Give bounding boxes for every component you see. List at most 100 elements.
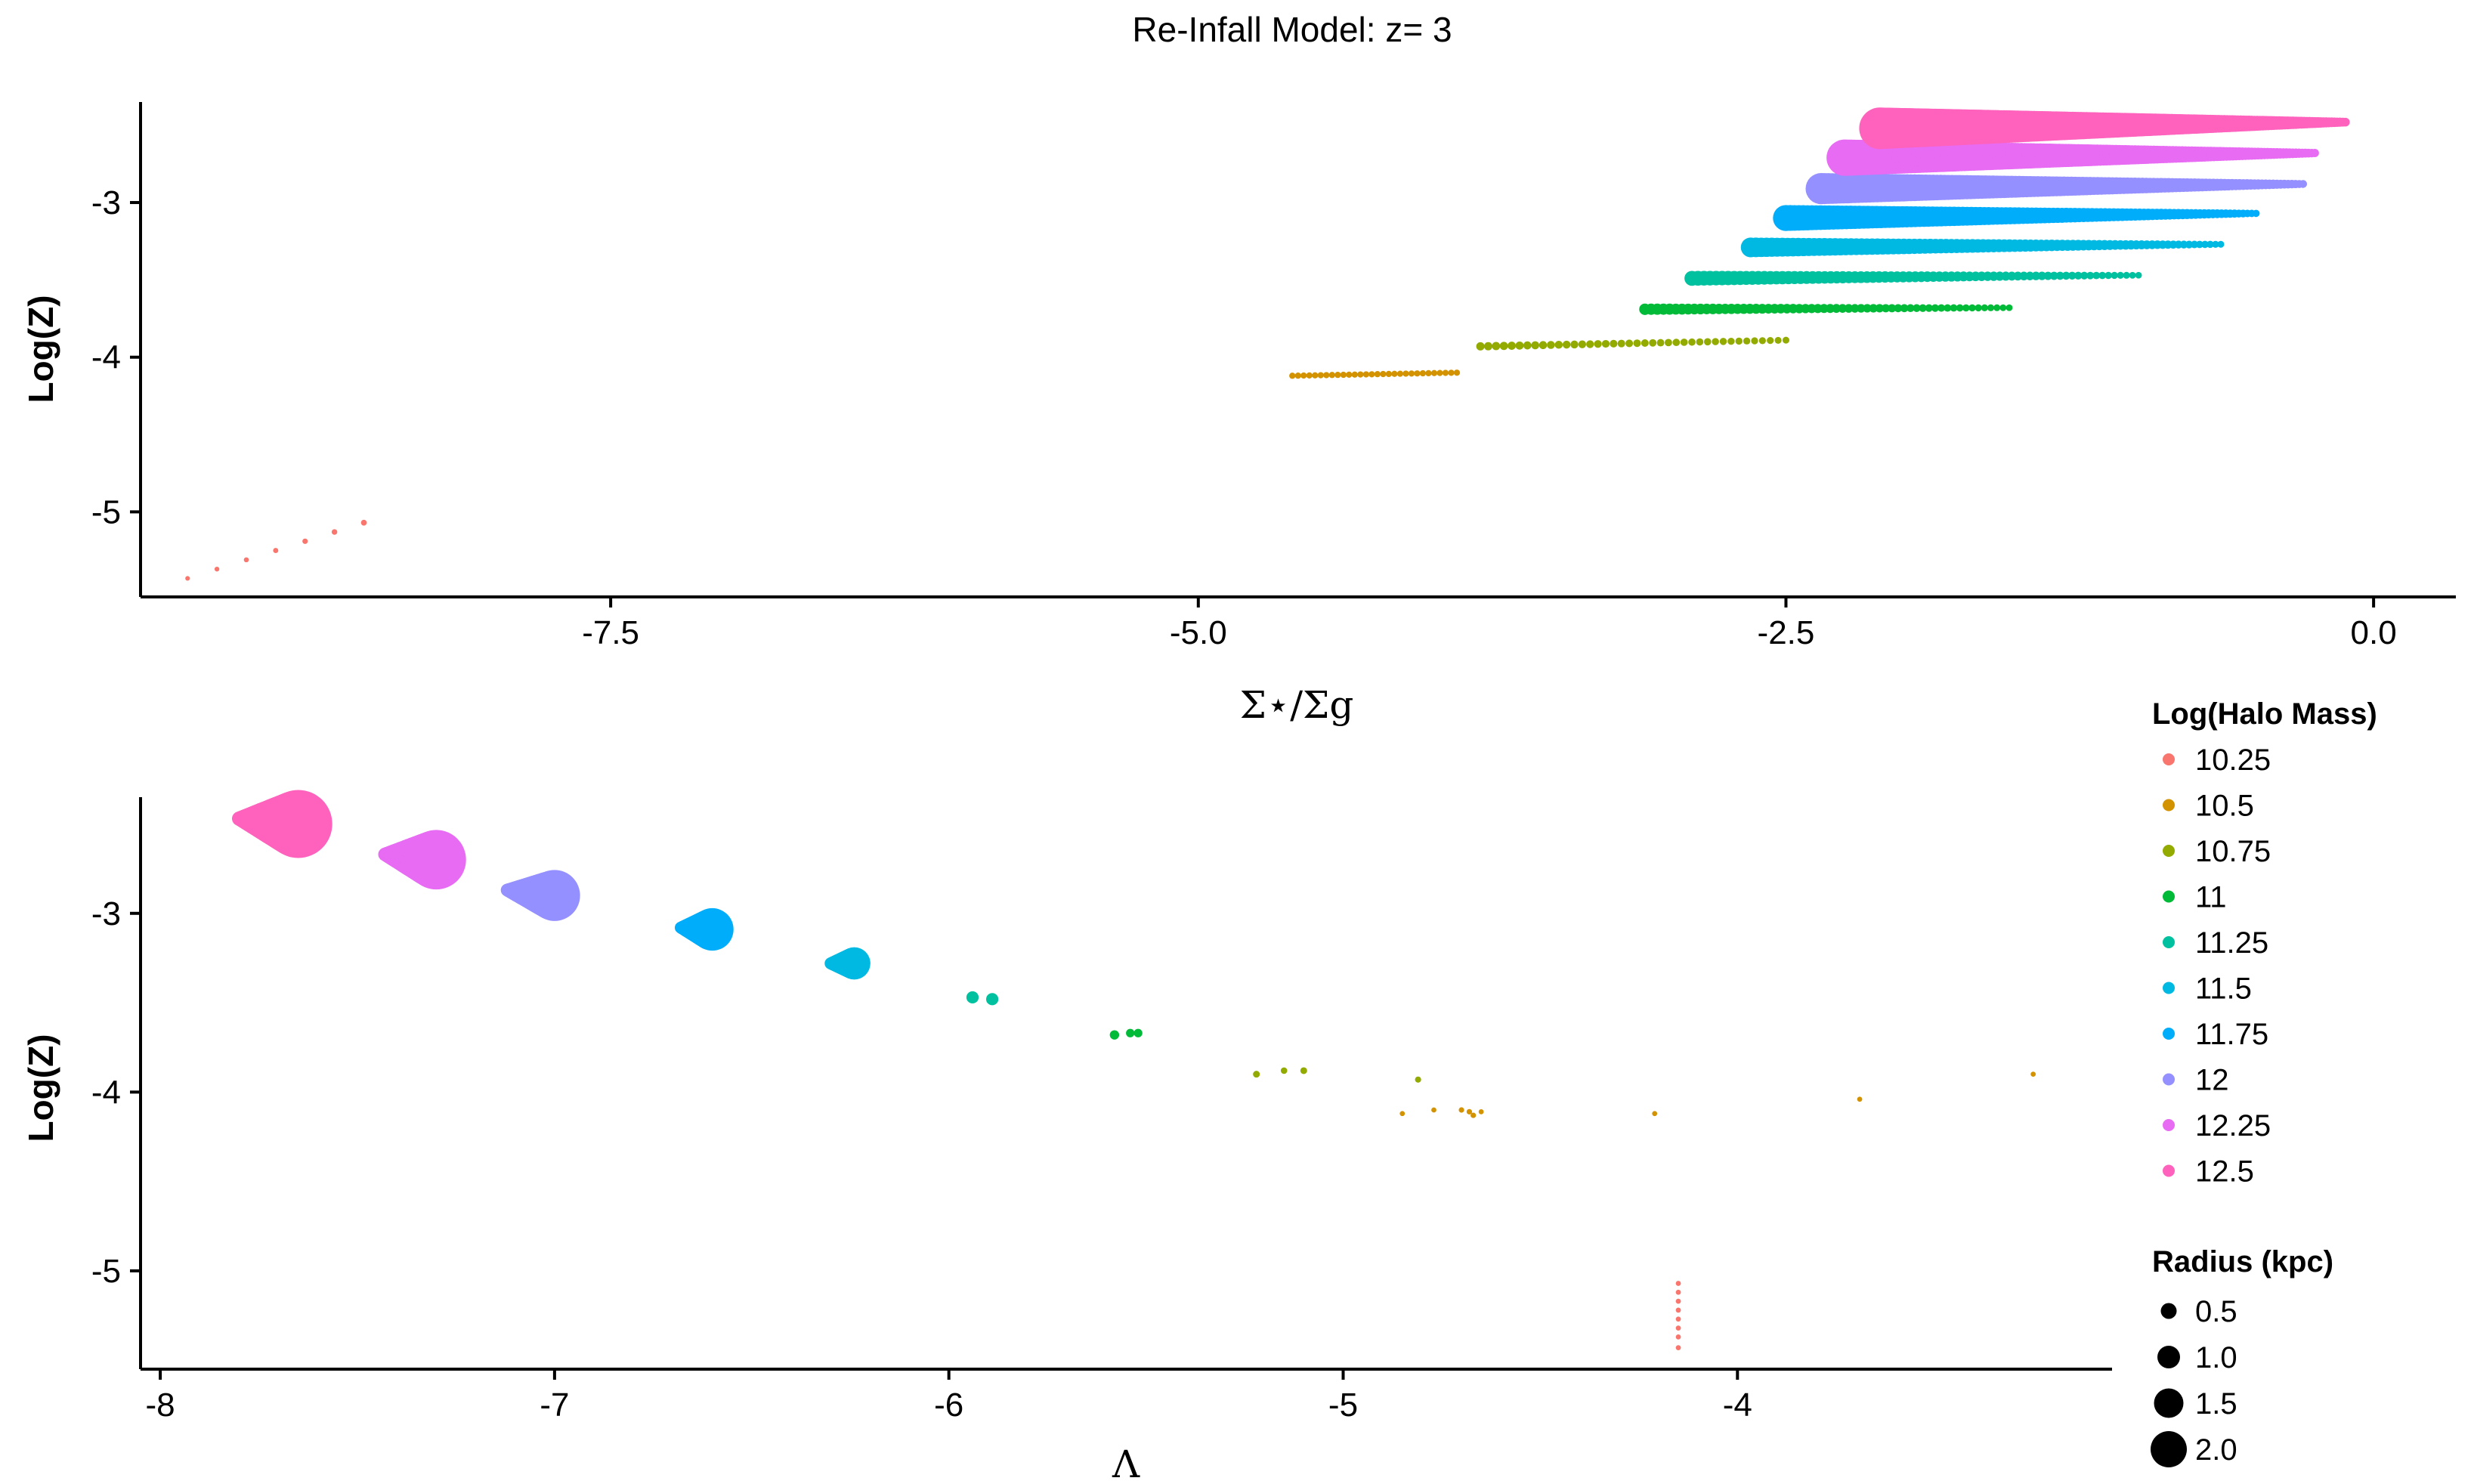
top-series-11-75	[1773, 205, 2260, 231]
data-point	[1819, 304, 1829, 314]
y-tick-label: -5	[91, 493, 121, 530]
data-point	[1133, 1028, 1143, 1037]
legend-color-swatch	[2163, 1073, 2175, 1086]
data-point	[1675, 1345, 1681, 1350]
data-point	[1844, 304, 1854, 313]
top-panel-y-ticks: -5 -4 -3	[91, 184, 141, 530]
data-point	[1656, 339, 1665, 347]
legend-color-title: Log(Halo Mass)	[2152, 697, 2377, 731]
bottom-series-11-75	[674, 907, 734, 951]
data-point	[2185, 240, 2194, 249]
data-point	[2341, 117, 2350, 127]
data-point	[1396, 370, 1404, 377]
legend-size-swatch	[2157, 1346, 2180, 1368]
x-tick-label: -5.0	[1170, 614, 1227, 651]
x-tick-label: -2.5	[1758, 614, 1815, 651]
data-point	[1875, 304, 1884, 313]
data-point	[1767, 337, 1774, 345]
bottom-series-10-75	[1253, 1067, 1421, 1083]
bottom-series-11-25	[966, 991, 999, 1006]
legend-color-label: 12.5	[2195, 1155, 2254, 1189]
data-point	[1492, 342, 1501, 351]
data-point	[1838, 304, 1848, 314]
data-point	[2031, 271, 2040, 280]
legend-size-label: 1.0	[2195, 1341, 2237, 1374]
data-point	[1774, 336, 1782, 344]
data-point	[1586, 340, 1594, 348]
data-point	[1641, 339, 1649, 347]
data-point	[2117, 271, 2124, 280]
data-point	[1993, 304, 2001, 311]
data-point	[1913, 304, 1921, 312]
data-point	[1758, 337, 1766, 345]
data-point	[2217, 240, 2225, 248]
data-point	[1300, 372, 1307, 379]
data-point	[2092, 271, 2101, 280]
data-point	[1399, 1111, 1406, 1117]
data-point	[1317, 372, 1324, 379]
data-point	[1719, 338, 1727, 345]
y-tick-label: -3	[91, 184, 121, 221]
top-panel-x-ticks: -7.5 -5.0 -2.5 0.0	[582, 597, 2397, 651]
data-point	[1466, 1108, 1473, 1115]
data-point	[1425, 369, 1432, 377]
legend-color-swatch	[2163, 1119, 2175, 1131]
data-point	[1956, 304, 1964, 312]
data-point	[1675, 1298, 1681, 1304]
top-series-10-25	[185, 519, 367, 581]
data-point	[1414, 370, 1421, 377]
data-point	[1617, 339, 1625, 348]
legend-color-swatch	[2163, 799, 2175, 812]
data-point	[1981, 304, 1988, 311]
data-point	[1289, 373, 1296, 379]
data-point	[1680, 339, 1688, 346]
data-point	[1900, 304, 1909, 313]
data-point	[1458, 1107, 1464, 1113]
data-point	[1402, 370, 1409, 377]
data-point	[1712, 338, 1719, 345]
data-point	[1362, 371, 1369, 378]
y-tick-label: -4	[91, 1074, 121, 1111]
data-point	[1419, 369, 1427, 377]
data-point	[1351, 371, 1358, 378]
data-point	[1857, 304, 1866, 313]
data-point	[1675, 1281, 1681, 1286]
data-point	[1906, 304, 1915, 313]
data-point	[2206, 240, 2214, 249]
data-point	[1975, 304, 1982, 312]
legend-color-label: 11.75	[2195, 1018, 2268, 1051]
legend-size-entries: 0.5 1.0 1.5 2.0	[2151, 1295, 2237, 1467]
data-point	[1515, 341, 1524, 350]
data-point	[1109, 1030, 1120, 1040]
data-point	[1696, 338, 1704, 346]
bottom-series-10-25	[1675, 1281, 1681, 1350]
top-panel: -7.5 -5.0 -2.5 0.0 -5 -4 -3 Σ⋆/Σg Log(Z)	[21, 102, 2456, 727]
data-point	[1547, 341, 1555, 349]
data-point	[1368, 371, 1375, 378]
x-tick-label: -7	[540, 1387, 569, 1424]
data-point	[2252, 209, 2260, 218]
data-point	[1625, 339, 1634, 348]
legend-color-swatch	[2163, 1164, 2175, 1177]
data-point	[2129, 271, 2136, 279]
data-point	[1962, 304, 1970, 312]
data-point	[2025, 271, 2035, 280]
bottom-series-11	[1109, 1028, 1143, 1040]
bottom-panel-x-ticks: -8 -7 -6 -5 -4	[146, 1369, 1752, 1424]
data-point	[1531, 341, 1539, 350]
data-point	[1499, 342, 1508, 351]
y-tick-label: -5	[91, 1253, 121, 1290]
data-point	[1987, 304, 1995, 311]
data-point	[1391, 370, 1398, 377]
data-point	[1999, 304, 2007, 311]
data-point	[1688, 338, 1696, 346]
bottom-panel: -8 -7 -6 -5 -4 -5 -4 -3 Λ Log(Z)	[21, 790, 2112, 1484]
legend-size-label: 2.0	[2195, 1433, 2237, 1467]
x-tick-label: -6	[934, 1387, 963, 1424]
data-point	[1448, 369, 1455, 376]
data-point	[1436, 369, 1443, 376]
data-point	[1328, 372, 1335, 379]
data-point	[1931, 304, 1939, 312]
top-series-11	[1639, 303, 2013, 315]
bottom-series-12-25	[378, 830, 466, 890]
